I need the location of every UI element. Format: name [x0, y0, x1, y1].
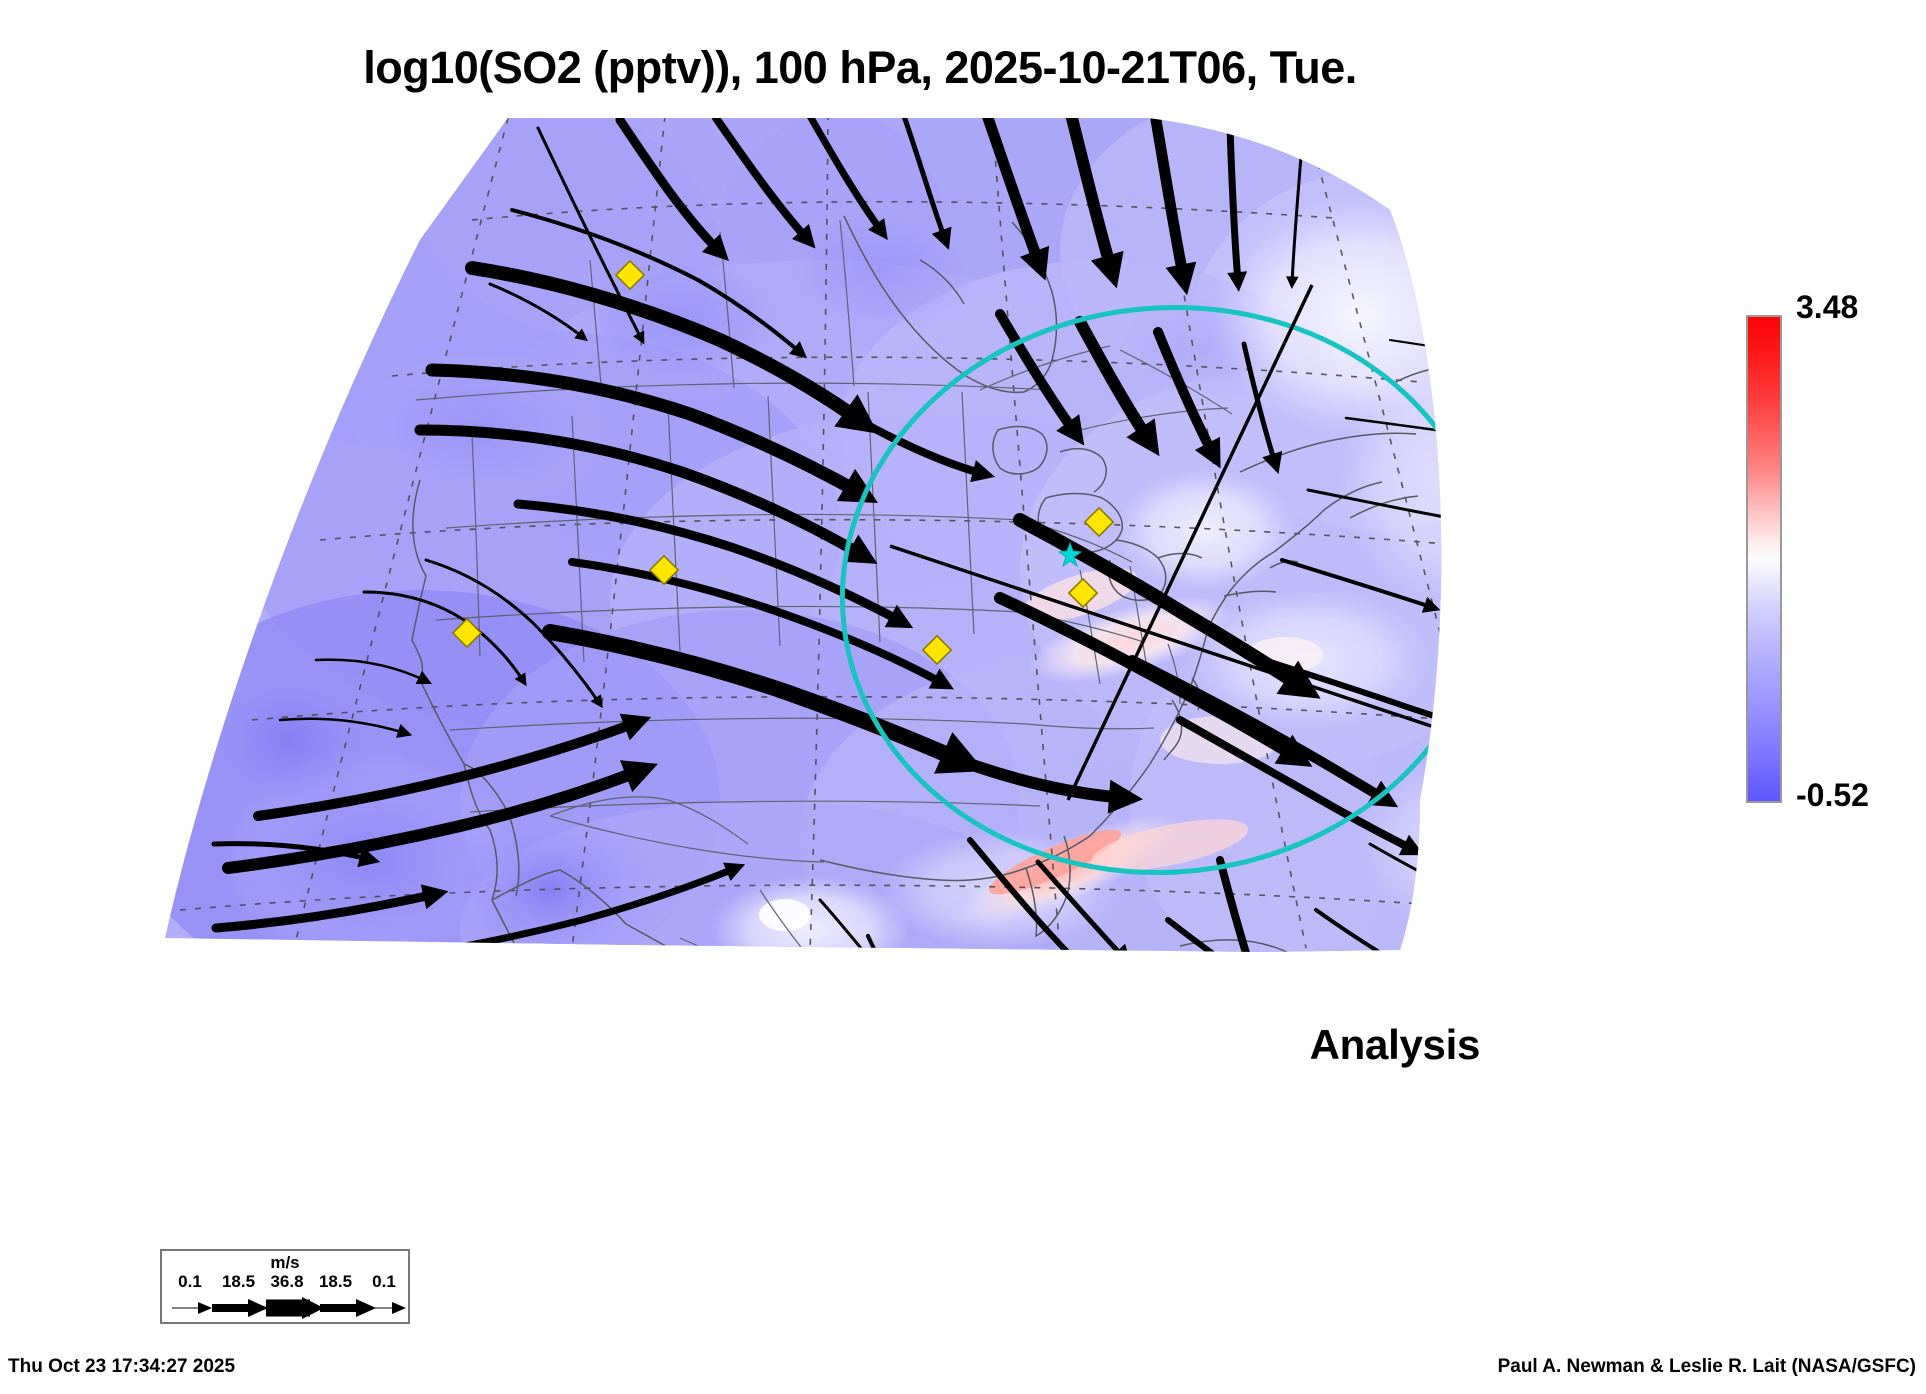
wind-tick-0: 0.1	[178, 1272, 202, 1291]
colorbar: 3.48 -0.52	[1746, 289, 1926, 815]
wind-legend-units-label: m/s	[270, 1253, 300, 1272]
station-marker[interactable]	[451, 617, 483, 649]
colorbar-gradient	[1746, 315, 1782, 803]
wind-legend-tick-labels: 0.1 18.5 36.8 18.5 0.1	[166, 1272, 408, 1292]
analysis-label: Analysis	[1309, 1021, 1481, 1068]
wind-legend-arrow-scale	[172, 1297, 406, 1319]
wind-tick-4: 0.1	[372, 1272, 396, 1291]
base-station-star-marker[interactable]	[1057, 541, 1083, 568]
station-marker[interactable]	[614, 259, 646, 291]
graticule	[179, 118, 1442, 952]
page-title: log10(SO2 (pptv)), 100 hPa, 2025-10-21T0…	[363, 42, 1357, 93]
map-canvas[interactable]	[120, 100, 1600, 1060]
range-ring-circle	[839, 305, 1442, 875]
station-marker[interactable]	[648, 554, 680, 586]
colorbar-min-label: -0.52	[1796, 777, 1869, 813]
station-markers[interactable]	[451, 259, 1115, 666]
wind-streamlines	[211, 118, 1442, 952]
wind-tick-1: 18.5	[221, 1272, 256, 1291]
wind-speed-legend: m/s 0.1 18.5 36.8 18.5 0.1	[160, 1249, 410, 1324]
wind-tick-2: 36.8	[270, 1272, 304, 1291]
colorbar-max-label: 3.48	[1796, 289, 1859, 325]
flight-tracks	[889, 284, 1442, 801]
footer-credit: Paul A. Newman & Leslie R. Lait (NASA/GS…	[1497, 1356, 1916, 1377]
station-marker[interactable]	[921, 634, 953, 666]
station-marker[interactable]	[1067, 577, 1099, 609]
footer-timestamp: Thu Oct 23 17:34:27 2025	[8, 1356, 236, 1377]
station-marker[interactable]	[1083, 506, 1115, 538]
wind-tick-3: 18.5	[318, 1272, 353, 1291]
